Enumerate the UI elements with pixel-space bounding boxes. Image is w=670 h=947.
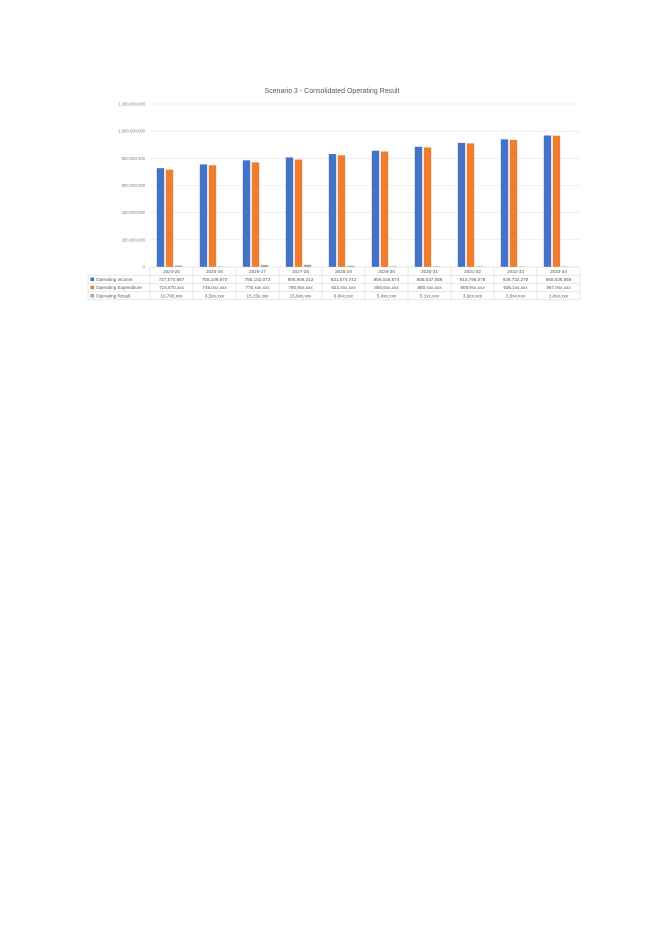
bar-operating-result xyxy=(217,266,226,267)
data-label: 968,035,059 xyxy=(546,277,572,282)
data-label: 856,025,674 xyxy=(374,277,400,282)
data-label: 822,4xx,xxx xyxy=(331,285,356,290)
bar-operating-expenditure xyxy=(552,135,561,267)
data-label: 850,6xx,xxx xyxy=(374,285,399,290)
bar-operating-expenditure xyxy=(380,151,389,267)
bar-operating-expenditure xyxy=(466,143,475,267)
bar-operating-income xyxy=(457,142,466,267)
data-label: 716,870,xxx xyxy=(159,285,184,290)
x-tick-label: 2033-34 xyxy=(550,269,567,274)
bar-operating-income xyxy=(285,157,294,267)
data-label: 909,9xx,xxx xyxy=(460,285,485,290)
bar-operating-expenditure xyxy=(337,155,346,267)
legend-label: Operating Expenditure xyxy=(96,285,142,290)
data-label: 15,15x,xxx xyxy=(247,293,270,298)
data-label: 5,1xx,xxx xyxy=(420,293,440,298)
bar-operating-expenditure xyxy=(509,139,518,267)
x-tick-label: 2030-31 xyxy=(421,269,438,274)
data-label: 913,796,078 xyxy=(460,277,486,282)
data-label: 1,0xx,xxx xyxy=(549,293,569,298)
bar-operating-result xyxy=(561,266,570,267)
data-label: 806,906,313 xyxy=(288,277,314,282)
bar-operating-result xyxy=(346,265,355,267)
bars xyxy=(156,135,570,267)
chart-figure: Scenario 3 - Consolidated Operating Resu… xyxy=(84,80,586,312)
bar-operating-result xyxy=(174,265,183,267)
data-label: 785,182,073 xyxy=(245,277,271,282)
bar-operating-expenditure xyxy=(208,165,217,267)
data-label: 831,674,743 xyxy=(331,277,357,282)
bar-operating-expenditure xyxy=(423,147,432,267)
legend-swatch xyxy=(90,293,95,298)
bar-operating-expenditure xyxy=(294,159,303,267)
data-label: 770,xxx,xxx xyxy=(246,285,271,290)
x-tick-label: 2032-33 xyxy=(507,269,524,274)
bar-operating-result xyxy=(518,266,527,267)
bar-operating-income xyxy=(242,160,251,267)
x-tick-label: 2027-28 xyxy=(292,269,309,274)
legend-label: Operating Result xyxy=(96,293,131,298)
y-tick-label: 0 xyxy=(143,265,146,270)
data-label: 3,5xx,xxx xyxy=(506,293,526,298)
bar-operating-result xyxy=(303,264,312,267)
data-label: 749,0xx,xxx xyxy=(202,285,227,290)
bar-operating-result xyxy=(432,266,441,267)
y-tick-label: 600,000,000 xyxy=(122,183,146,188)
bar-operating-expenditure xyxy=(251,162,260,267)
data-label: 755,109,870 xyxy=(202,277,228,282)
data-table: 2024-25 2025-26 2026-27 2027-28 2028-29 2029-… xyxy=(87,266,581,301)
data-label: 3,5xx,xxx xyxy=(205,293,225,298)
y-tick-label: 200,000,000 xyxy=(122,237,146,242)
data-label: 5,4xx,xxx xyxy=(377,293,397,298)
data-label: 15,9xx,xxx xyxy=(290,293,312,298)
bar-operating-result xyxy=(475,266,484,267)
bar-operating-income xyxy=(371,150,380,267)
y-axis-ticks: 0 200,000,000 400,000,000 600,000,000 800,00… xyxy=(118,102,145,270)
data-label: 10,700,xxx xyxy=(160,293,183,298)
chart-title: Scenario 3 - Consolidated Operating Resu… xyxy=(264,88,399,95)
x-tick-label: 2026-27 xyxy=(249,269,266,274)
x-tick-label: 2031-32 xyxy=(464,269,481,274)
bar-operating-income xyxy=(414,146,423,267)
bar-operating-income xyxy=(328,154,337,267)
legend-label: Operating Income xyxy=(96,277,133,282)
legend-swatch xyxy=(90,277,95,282)
y-tick-label: 1,200,000,000 xyxy=(118,102,145,107)
data-label: 727,570,987 xyxy=(159,277,185,282)
data-label: 790,9xx,xxx xyxy=(288,285,313,290)
x-tick-label: 2028-29 xyxy=(335,269,352,274)
x-tick-label: 2025-26 xyxy=(206,269,223,274)
bar-operating-income xyxy=(199,164,208,267)
x-tick-label: 2029-30 xyxy=(378,269,395,274)
bar-operating-result xyxy=(260,264,269,267)
data-label: 936,1xx,xxx xyxy=(503,285,528,290)
bar-operating-result xyxy=(389,266,398,267)
bar-operating-income xyxy=(543,135,552,267)
x-tick-label: 2024-25 xyxy=(163,269,180,274)
bar-operating-income xyxy=(156,168,165,267)
y-tick-label: 400,000,000 xyxy=(122,210,146,215)
data-label: 8,8xx,xxx xyxy=(334,293,354,298)
chart-svg: Scenario 3 - Consolidated Operating Resu… xyxy=(87,88,581,301)
data-label: 880,xxx,xxx xyxy=(418,285,443,290)
bar-operating-income xyxy=(500,139,509,267)
bar-operating-expenditure xyxy=(165,169,174,267)
data-label: 939,732,278 xyxy=(503,277,529,282)
legend-swatch xyxy=(90,285,95,290)
grid-lines xyxy=(150,103,580,241)
y-tick-label: 1,000,000,000 xyxy=(118,129,145,134)
y-tick-label: 800,000,000 xyxy=(122,156,146,161)
data-label: 885,037,088 xyxy=(417,277,443,282)
data-label: 3,9xx,xxx xyxy=(463,293,483,298)
data-label: 967,0xx,xxx xyxy=(546,285,571,290)
